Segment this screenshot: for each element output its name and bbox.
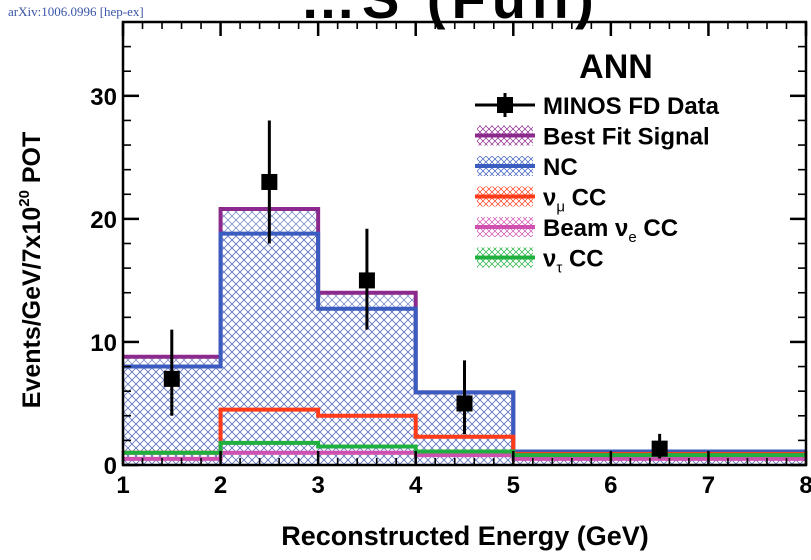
- svg-text:Events/GeV/7x1020 POT: Events/GeV/7x1020 POT: [16, 132, 46, 409]
- chart-title: ANN: [579, 48, 653, 86]
- axis-ticks: 1 2 3 4 5 6 7 8 0 10 20 30: [90, 22, 811, 499]
- x-tick-label: 5: [507, 472, 520, 499]
- x-tick-label: 4: [409, 472, 423, 499]
- data-point-marker: [163, 370, 180, 387]
- data-point-marker: [261, 173, 278, 190]
- legend-data-marker: [497, 97, 513, 113]
- data-point-marker: [651, 440, 668, 457]
- x-tick-label: 1: [116, 472, 129, 499]
- legend-label: MINOS FD Data: [543, 93, 720, 120]
- y-tick-label: 30: [90, 84, 117, 111]
- legend-item: MINOS FD Data: [475, 93, 720, 120]
- data-point-marker: [358, 272, 375, 289]
- top-banner-fragment: …S (Full): [300, 0, 600, 31]
- nc-fill: [123, 233, 806, 465]
- data-point-marker: [456, 395, 473, 412]
- legend-label: ντ CC: [543, 246, 604, 277]
- legend-item: Best Fit Signal: [475, 124, 710, 151]
- y-tick-label: 0: [104, 453, 117, 480]
- stack-fills: [123, 209, 806, 465]
- x-axis-label: Reconstructed Energy (GeV): [281, 521, 649, 551]
- legend-label: Beam νe CC: [543, 215, 678, 246]
- legend-label: NC: [543, 154, 578, 181]
- legend-item: Beam νe CC: [475, 215, 678, 246]
- legend-label: νμ CC: [543, 185, 606, 216]
- arxiv-stamp: arXiv:1006.0996 [hep-ex]: [8, 4, 144, 19]
- x-tick-label: 8: [799, 472, 811, 499]
- series-line-cc: [123, 407, 806, 456]
- y-tick-label: 10: [90, 330, 117, 357]
- y-axis-label: Events/GeV/7x1020 POT: [16, 132, 46, 409]
- x-tick-label: 7: [702, 472, 715, 499]
- x-tick-label: 6: [604, 472, 617, 499]
- legend-item: ντ CC: [475, 246, 604, 277]
- x-tick-label: 3: [311, 472, 324, 499]
- data-points: [163, 120, 668, 459]
- legend-item: NC: [475, 154, 578, 181]
- legend: MINOS FD Data Best Fit Signal NC νμ CCBeam …: [475, 93, 720, 277]
- x-tick-label: 2: [214, 472, 227, 499]
- legend-item: νμ CC: [475, 185, 606, 216]
- legend-label: Best Fit Signal: [543, 124, 710, 151]
- y-tick-label: 20: [90, 207, 117, 234]
